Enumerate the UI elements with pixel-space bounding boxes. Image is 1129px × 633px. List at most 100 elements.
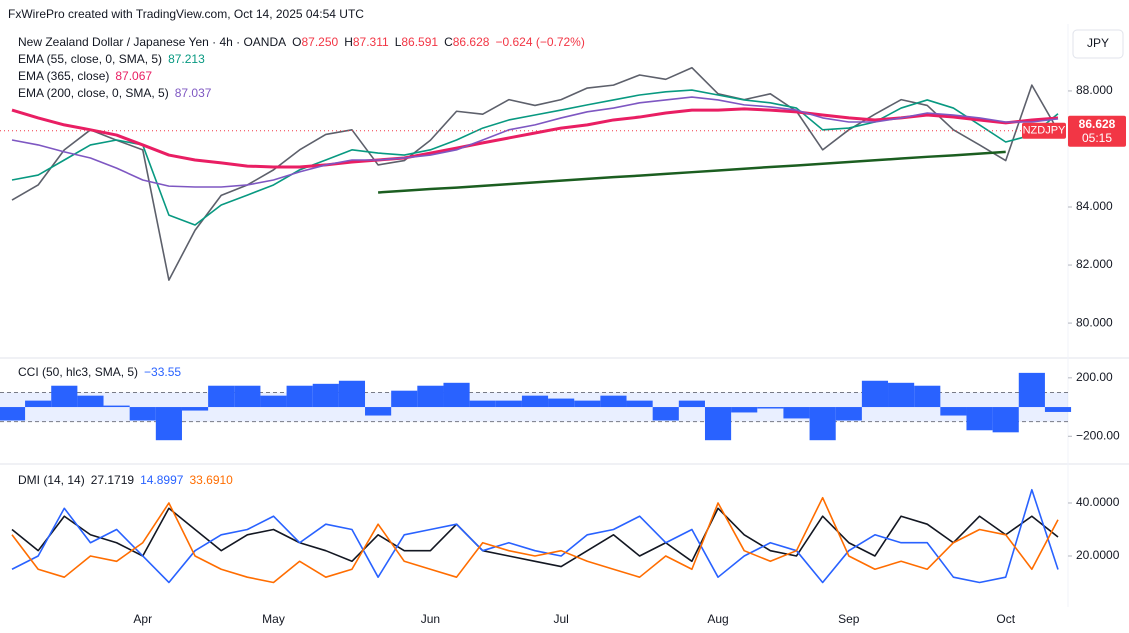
y-tick-label: 200.00 [1076,370,1113,384]
series-line [11,89,1059,226]
cci-bar [574,400,601,408]
x-tick-label: Aug [707,612,728,626]
cci-bar [678,400,705,408]
legend-name: EMA (200, close, 0, SMA, 5) [18,86,169,100]
legend-title: New Zealand Dollar / Japanese Yen · 4h ·… [18,35,286,49]
ema-legend: EMA (200, close, 0, SMA, 5) 87.037 [18,86,212,100]
legend-title: DMI (14, 14) [18,473,85,487]
ohlc-label: H [344,35,353,49]
x-tick-label: May [262,612,285,626]
series-line [11,96,1059,188]
cci-bar [365,407,392,416]
cci-bar [181,407,209,411]
y-tick-label: 40.0000 [1076,495,1120,509]
ohlc-value: 86.628 [453,35,490,49]
x-tick-label: Jul [553,612,568,626]
cci-bar [312,383,339,408]
dmi-legend: DMI (14, 14) 27.1719 14.8997 33.6910 [18,473,233,487]
cci-bar [0,407,26,421]
series-line [11,507,1059,568]
currency-button[interactable] [1072,29,1124,59]
cci-bar [992,407,1019,433]
cci-bar [495,400,522,408]
cci-bar [600,395,627,408]
ohlc-value: 87.311 [353,35,389,49]
price-legend: New Zealand Dollar / Japanese Yen · 4h ·… [18,35,585,49]
y-tick-label: −200.00 [1076,428,1120,442]
cci-bar [25,400,52,408]
cci-bar [835,407,862,421]
x-tick-label: Jun [421,612,440,626]
cci-bar [286,385,313,408]
countdown-label: 05:15 [1082,131,1112,145]
cci-bar [338,380,366,408]
cci-bar [77,395,104,408]
cci-bar [417,385,444,408]
cci-legend: CCI (50, hlc3, SMA, 5) −33.55 [18,365,181,379]
cci-bar [103,405,130,408]
cci-bar [809,407,836,441]
cci-bar [443,382,470,408]
last-price-box [1068,115,1126,147]
cci-bar [914,385,941,408]
cci-bar [652,407,679,421]
cci-bar [521,395,549,408]
cci-bar [469,400,496,408]
legend-value: 87.037 [175,86,212,100]
series-line [11,496,1059,584]
ohlc-label: O [292,35,301,49]
cci-bar [626,400,653,408]
legend-name: EMA (55, close, 0, SMA, 5) [18,52,162,66]
cci-bar [260,395,287,408]
cci-bar [704,407,732,441]
symbol-tag [1022,122,1066,139]
legend-value: 14.8997 [140,473,184,487]
y-tick-label: 20.0000 [1076,548,1120,562]
legend-value: 87.213 [168,52,205,66]
ohlc-value: 87.250 [302,35,339,49]
last-price-label: 86.628 [1079,117,1116,131]
cci-bar [208,385,235,408]
ema-legend: EMA (365, close) 87.067 [18,69,152,83]
cci-bar [757,407,784,409]
legend-value: 33.6910 [189,473,233,487]
legend-title: CCI (50, hlc3, SMA, 5) [18,365,138,379]
cci-bar [234,385,261,408]
cci-bar [129,407,156,421]
series-line [11,66,1059,281]
cci-bar [888,382,915,408]
symbol-tag-label: NZDJPY [1023,125,1066,137]
change-value: −0.624 (−0.72%) [495,35,584,49]
legend-value: 27.1719 [91,473,135,487]
legend-value: −33.55 [144,365,181,379]
cci-bar [155,407,182,441]
x-tick-label: Oct [996,612,1015,626]
cci-bar [940,407,967,416]
legend-name: EMA (365, close) [18,69,109,83]
cci-bar [51,385,78,408]
trendline [378,150,1006,194]
currency-label[interactable]: JPY [1087,36,1109,50]
cci-bar [966,407,993,431]
ohlc-value: 86.591 [401,35,438,49]
x-tick-label: Apr [133,612,152,626]
x-tick-label: Sep [838,612,860,626]
series-line [11,107,1059,169]
ohlc-label: L [395,35,402,49]
legend-value: 87.067 [115,69,152,83]
y-tick-label: 80.000 [1076,315,1113,329]
y-tick-label: 84.000 [1076,199,1113,213]
cci-bar [783,407,810,419]
cci-bar [391,390,418,408]
ohlc-label: C [444,35,453,49]
cci-bar [548,398,575,408]
series-line [11,488,1059,584]
cci-bar [861,380,889,408]
cci-bar [731,407,758,413]
y-tick-label: 88.000 [1076,83,1113,97]
y-tick-label: 82.000 [1076,257,1113,271]
header: FxWirePro created with TradingView.com, … [8,7,364,21]
